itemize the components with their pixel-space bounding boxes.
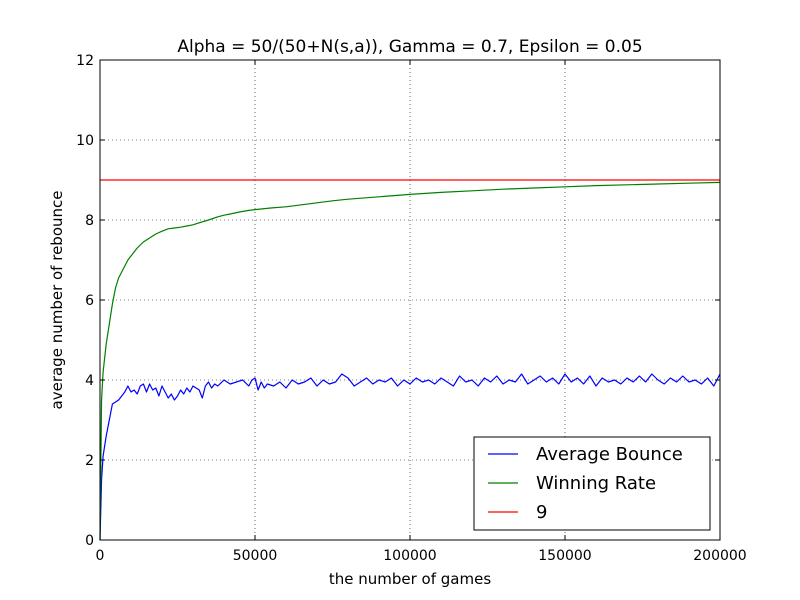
x-tick-label: 200000 bbox=[693, 548, 746, 564]
y-tick-label: 2 bbox=[85, 453, 94, 469]
ticks: 0 50000 100000 150000 200000 0 2 4 6 8 10 12 bbox=[76, 53, 747, 564]
y-axis-label: average number of rebounce bbox=[48, 191, 66, 410]
legend-label: Average Bounce bbox=[536, 444, 683, 465]
y-tick-label: 6 bbox=[85, 293, 94, 309]
series-line-average-bounce bbox=[99, 373, 721, 541]
x-axis-label: the number of games bbox=[329, 570, 491, 588]
series-line-winning-rate bbox=[99, 181, 721, 541]
legend: Average Bounce Winning Rate 9 bbox=[473, 436, 711, 531]
x-tick-label: 50000 bbox=[233, 548, 278, 564]
y-tick-label: 10 bbox=[76, 133, 94, 149]
legend-label: Winning Rate bbox=[536, 473, 656, 494]
x-tick-label: 0 bbox=[96, 548, 105, 564]
chart-title: Alpha = 50/(50+N(s,a)), Gamma = 0.7, Eps… bbox=[177, 37, 642, 57]
x-tick-label: 100000 bbox=[383, 548, 436, 564]
y-tick-label: 12 bbox=[76, 53, 94, 69]
y-tick-label: 4 bbox=[85, 373, 94, 389]
y-tick-label: 8 bbox=[85, 213, 94, 229]
x-tick-label: 150000 bbox=[538, 548, 591, 564]
legend-label: 9 bbox=[536, 502, 547, 523]
y-tick-label: 0 bbox=[85, 533, 94, 549]
series-layer bbox=[99, 179, 721, 541]
